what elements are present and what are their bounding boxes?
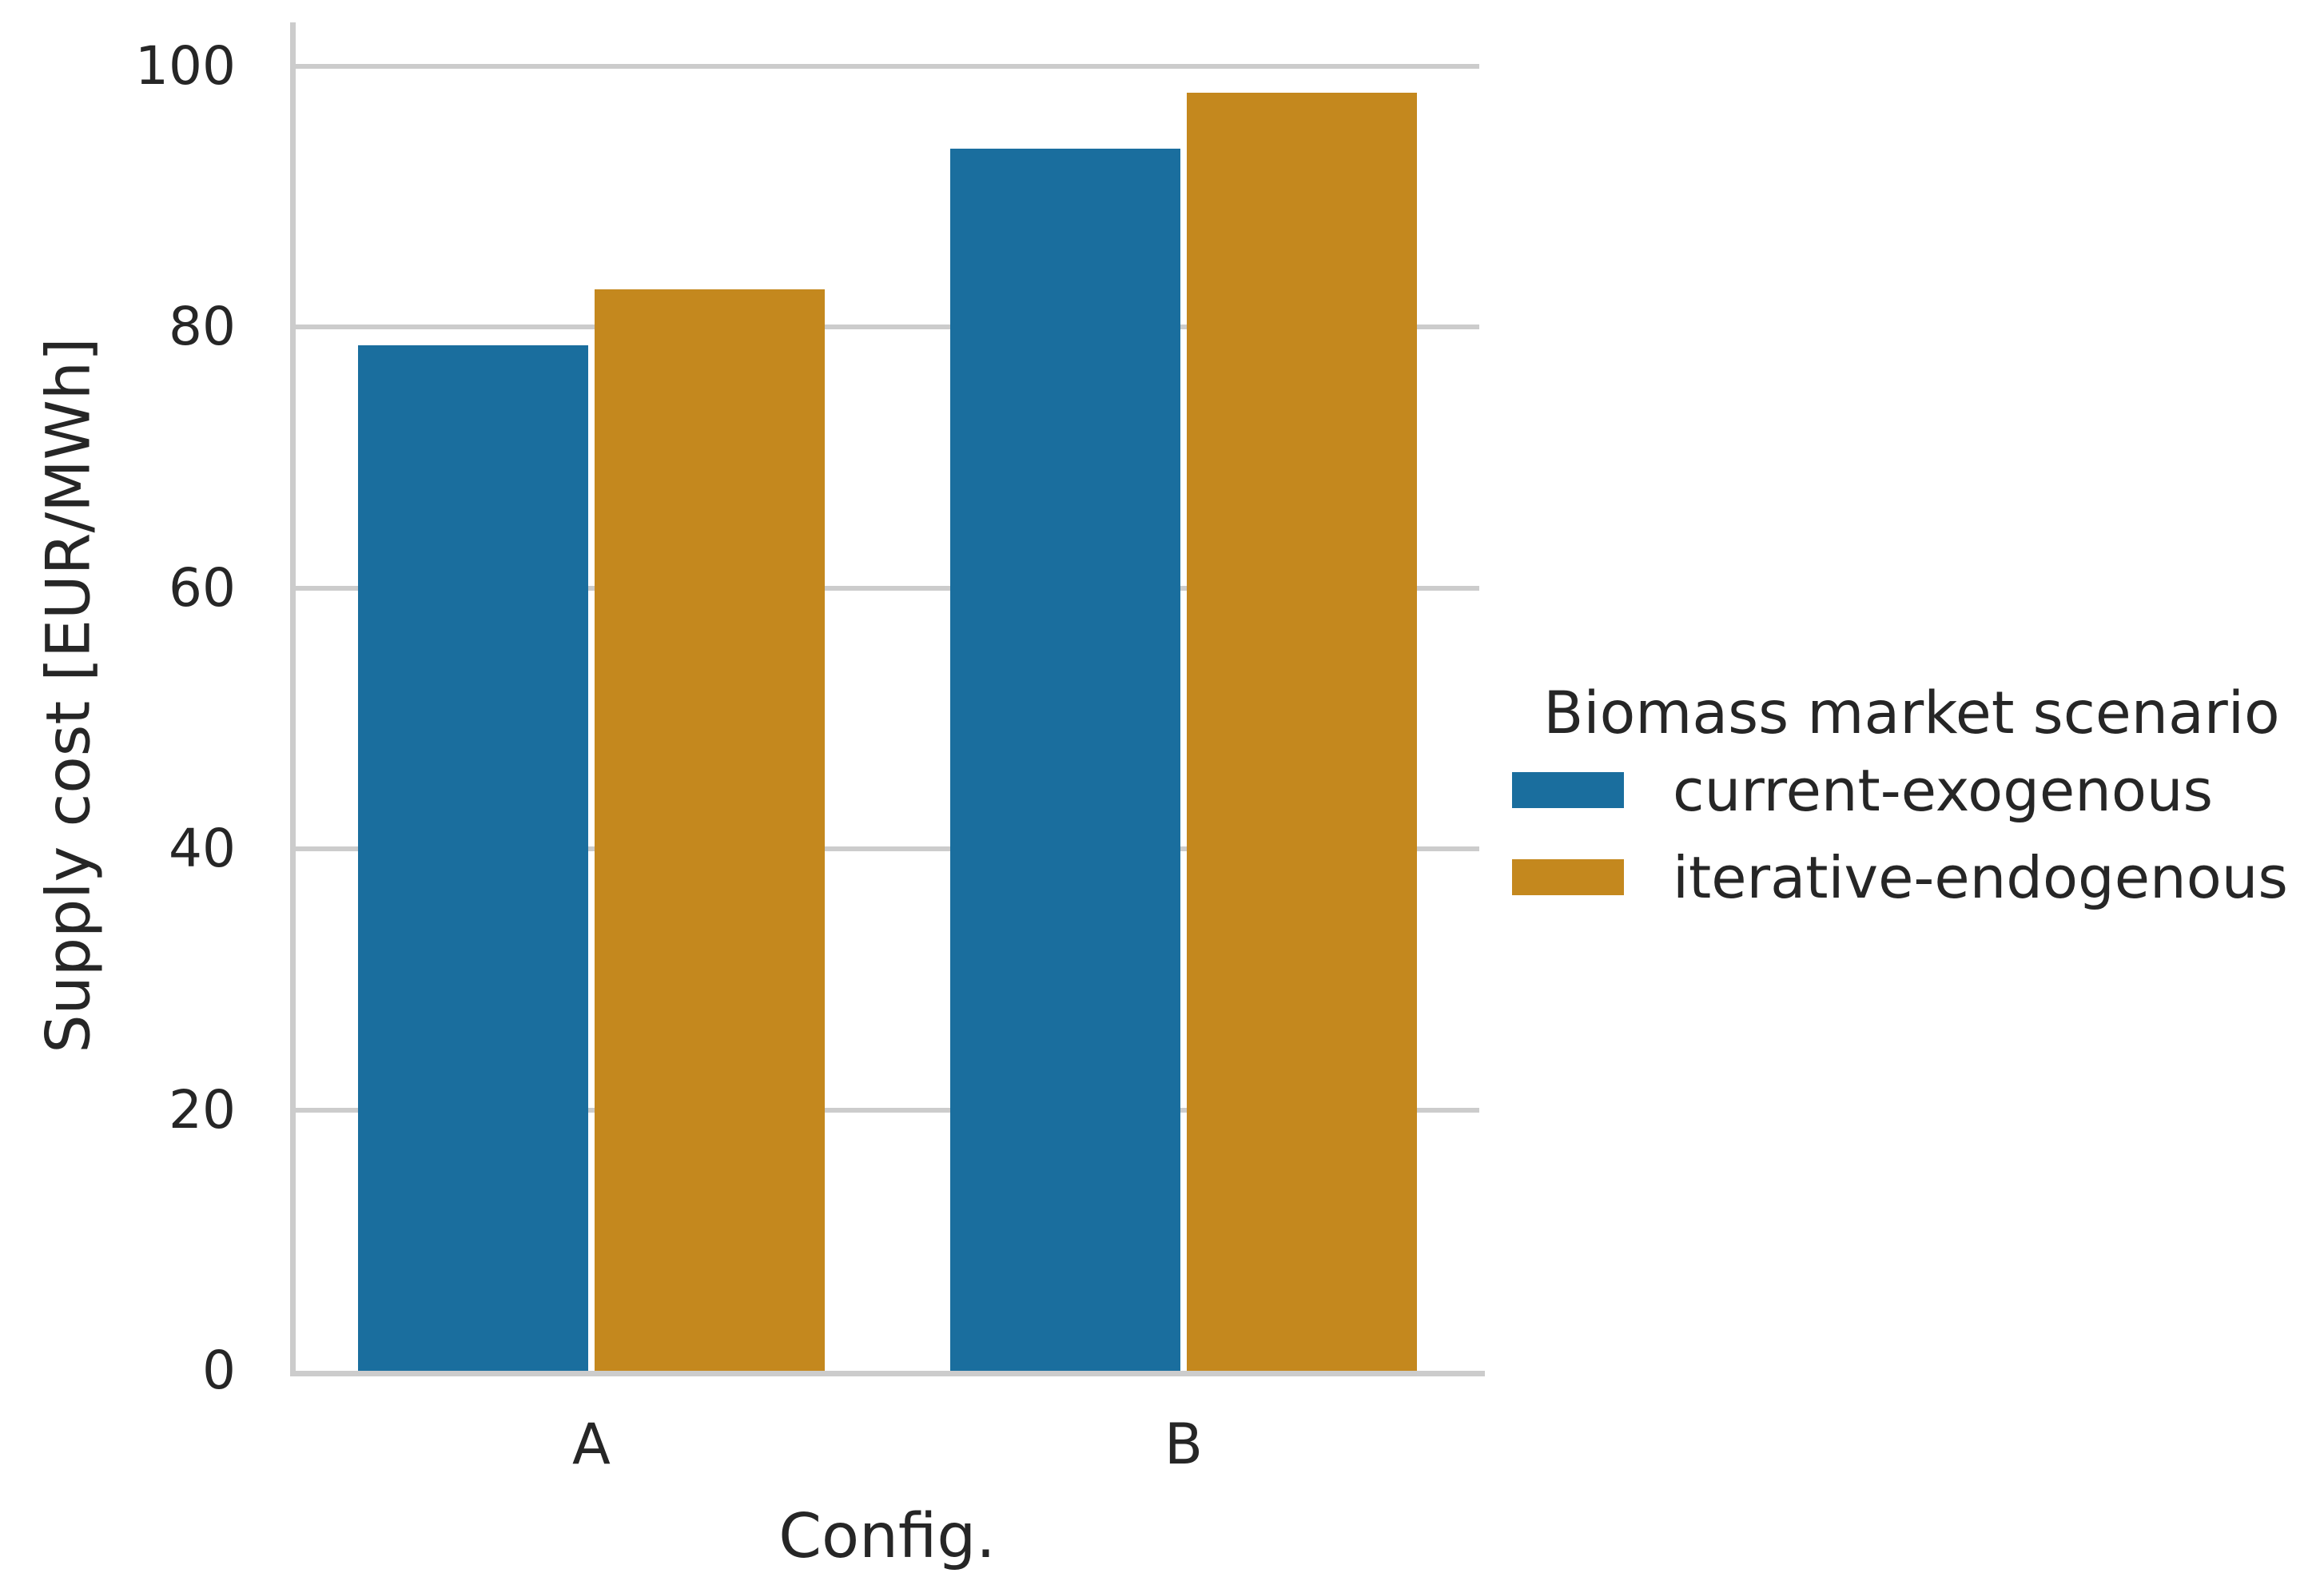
gridline-y-40 [296, 846, 1479, 851]
gridline-y-100 [296, 64, 1479, 69]
legend-entry-current-exogenous: current-exogenous [1512, 762, 2311, 819]
bar-B-iterative-endogenous [1187, 93, 1417, 1371]
bar-A-iterative-endogenous [595, 289, 825, 1371]
legend-label: iterative-endogenous [1673, 843, 2288, 911]
legend-swatch-iterative-endogenous [1512, 859, 1624, 896]
legend: Biomass market scenario current-exogenou… [1512, 679, 2311, 936]
legend-title: Biomass market scenario [1543, 679, 2280, 747]
bar-A-current-exogenous [358, 345, 588, 1371]
legend-swatch-current-exogenous [1512, 772, 1624, 809]
gridline-y-80 [296, 325, 1479, 329]
legend-entry-iterative-endogenous: iterative-endogenous [1512, 849, 2311, 906]
x-tick-label-A: A [572, 1412, 611, 1477]
gridline-y-20 [296, 1108, 1479, 1113]
x-axis-spine [290, 1371, 1485, 1376]
plot-area [296, 22, 1479, 1371]
legend-entries: current-exogenous iterative-endogenous [1512, 762, 2311, 906]
bar-B-current-exogenous [950, 149, 1180, 1371]
y-axis-spine [290, 22, 296, 1376]
gridline-y-60 [296, 586, 1479, 591]
x-tick-label-B: B [1164, 1412, 1204, 1477]
y-axis-label: Supply cost [EUR/MWh] [32, 337, 104, 1053]
x-axis-label: Config. [778, 1501, 996, 1572]
legend-label: current-exogenous [1673, 756, 2214, 824]
